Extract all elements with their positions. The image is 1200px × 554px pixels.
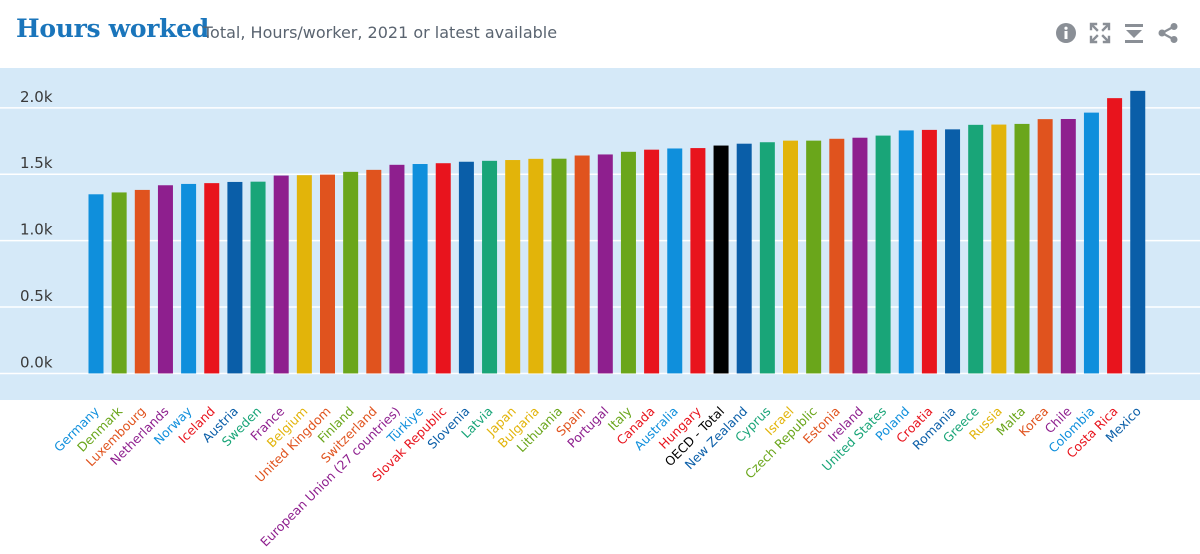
bar xyxy=(528,158,544,374)
bar xyxy=(505,160,521,374)
bar xyxy=(991,124,1007,374)
download-button[interactable] xyxy=(1122,20,1146,46)
bar xyxy=(273,175,289,374)
download-icon xyxy=(1125,24,1143,43)
bar xyxy=(875,135,891,374)
bar xyxy=(343,171,359,374)
bar xyxy=(759,142,775,374)
bar xyxy=(157,185,173,374)
bar xyxy=(945,129,961,374)
chart-toolbar xyxy=(1054,20,1180,46)
fullscreen-button[interactable] xyxy=(1088,20,1112,46)
share-button[interactable] xyxy=(1156,20,1180,46)
bar xyxy=(181,183,197,374)
fullscreen-icon xyxy=(1089,22,1111,44)
bar xyxy=(667,148,683,374)
bar xyxy=(134,189,150,374)
y-tick-label: 2.0k xyxy=(20,88,53,106)
bar xyxy=(620,151,636,374)
bar xyxy=(921,129,937,374)
bar xyxy=(968,124,984,374)
info-button[interactable] xyxy=(1054,20,1078,46)
bar xyxy=(1014,123,1030,374)
y-tick-label: 1.0k xyxy=(20,221,53,239)
bar xyxy=(204,183,220,374)
bar xyxy=(412,164,428,374)
bar xyxy=(227,181,243,374)
y-tick-label: 1.5k xyxy=(20,154,53,172)
bar xyxy=(111,192,127,374)
bar xyxy=(574,155,590,374)
bar xyxy=(1130,90,1146,374)
y-tick-label: 0.5k xyxy=(20,287,53,305)
bar xyxy=(806,140,822,374)
bar xyxy=(366,169,382,374)
bar xyxy=(644,149,660,374)
bar xyxy=(296,175,312,374)
y-tick-label: 0.0k xyxy=(20,353,53,371)
bar xyxy=(1037,119,1053,374)
bar-chart: 0.0k0.5k1.0k1.5k2.0kGermanyDenmarkLuxemb… xyxy=(0,68,1200,549)
share-icon xyxy=(1158,23,1178,43)
bar xyxy=(435,163,451,374)
bar xyxy=(250,181,266,374)
bar xyxy=(713,145,729,374)
bar xyxy=(1060,118,1076,374)
chart-header: Hours worked Total, Hours/worker, 2021 o… xyxy=(0,0,1200,66)
bar xyxy=(829,138,845,374)
bar xyxy=(458,161,474,374)
info-icon xyxy=(1056,23,1076,43)
bar xyxy=(898,130,914,374)
page-title: Hours worked xyxy=(16,14,209,43)
bar xyxy=(690,148,706,374)
bar xyxy=(852,137,868,374)
bar xyxy=(551,158,567,374)
bar xyxy=(482,160,498,374)
bar xyxy=(736,143,752,374)
bar xyxy=(88,194,104,374)
bar xyxy=(389,164,405,374)
bar xyxy=(1083,112,1099,374)
bar xyxy=(783,140,798,374)
bar xyxy=(597,154,613,374)
bar xyxy=(1107,98,1123,374)
chart-subtitle: Total, Hours/worker, 2021 or latest avai… xyxy=(203,23,558,42)
bar xyxy=(320,174,335,374)
